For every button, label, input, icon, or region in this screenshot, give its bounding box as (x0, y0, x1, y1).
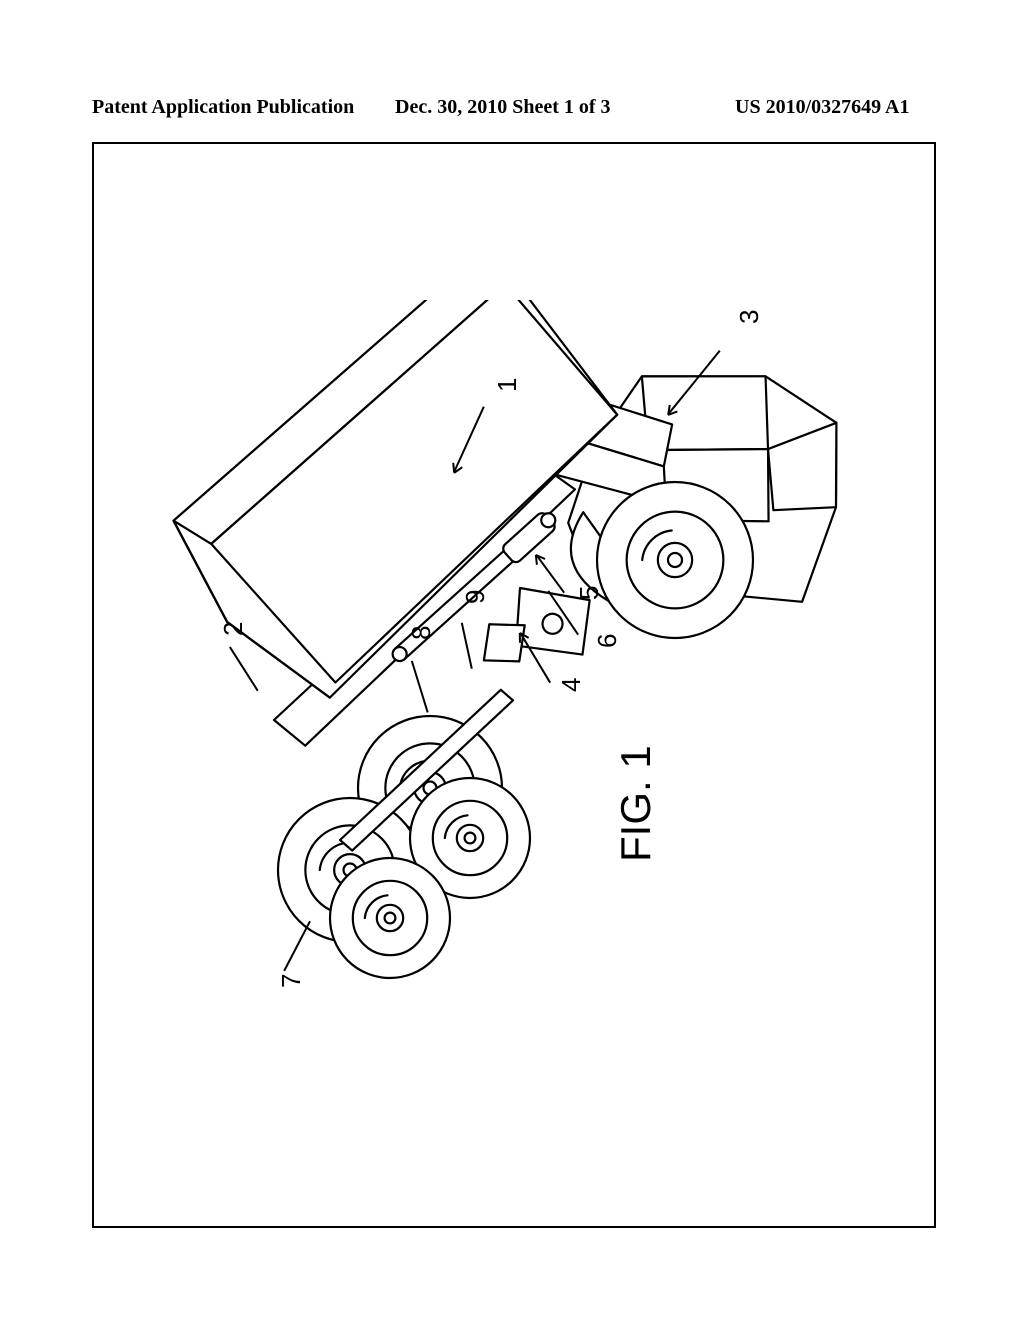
page: Patent Application Publication Dec. 30, … (0, 0, 1024, 1320)
figure-1 (120, 300, 900, 1080)
part-number-9: 9 (460, 590, 491, 604)
part-number-4: 4 (556, 678, 587, 692)
part-number-2: 2 (218, 622, 249, 636)
figure-label: FIG. 1 (612, 745, 660, 862)
part-number-1: 1 (492, 378, 523, 392)
header-right: US 2010/0327649 A1 (735, 96, 909, 119)
part-number-7: 7 (276, 974, 307, 988)
part-number-5: 5 (574, 586, 605, 600)
truck-drawing (120, 300, 900, 1080)
part-number-6: 6 (592, 634, 623, 648)
part-number-3: 3 (734, 310, 765, 324)
header-center: Dec. 30, 2010 Sheet 1 of 3 (395, 96, 611, 119)
header-left: Patent Application Publication (92, 96, 354, 119)
lead-arrow-4 (519, 633, 521, 643)
part-number-8: 8 (406, 626, 437, 640)
